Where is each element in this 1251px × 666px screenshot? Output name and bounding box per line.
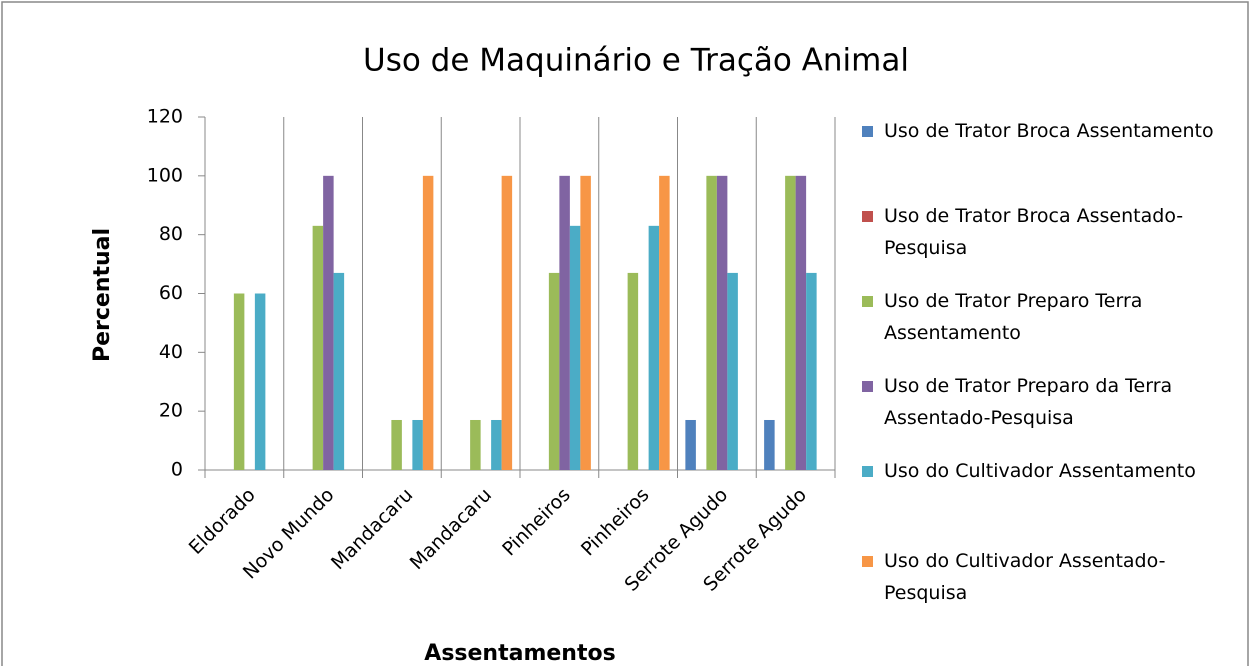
bar [685,419,696,470]
bar [422,175,434,471]
bar [795,175,807,471]
legend-label: Uso de Trator Broca Assentado-Pesquisa [884,205,1184,259]
bar [716,175,728,471]
legend-entry: Uso de Trator Broca Assentado-Pesquisa [862,200,1232,264]
bar [785,175,796,471]
legend-label: Uso de Trator Broca Assentamento [884,120,1214,142]
bar [491,419,502,470]
legend-swatch [862,556,873,567]
legend-swatch [862,466,873,477]
bar [412,419,423,470]
legend-entry: Uso de Trator Preparo Terra Assentamento [862,285,1232,349]
bar [569,225,581,470]
y-tick-label: 80 [159,223,183,245]
bar [391,419,402,470]
legend-label: Uso de Trator Preparo da Terra Assentado… [884,375,1173,429]
y-tick-label: 0 [171,459,183,481]
x-tick-label: Mandacaru [327,484,417,574]
bar [806,272,817,470]
bar [501,175,513,471]
bar [323,175,334,471]
chart-title: Uso de Maquinário e Tração Animal [363,43,909,79]
legend-entry: Uso de Trator Broca Assentamento [862,115,1232,147]
x-tick-label: Mandacaru [406,484,496,574]
legend-entry: Uso do Cultivador Assentamento [862,455,1232,487]
legend-entry: Uso do Cultivador Assentado-Pesquisa [862,545,1232,609]
bar [659,175,670,471]
bar [648,225,660,470]
legend-entry: Uso de Trator Preparo da Terra Assentado… [862,370,1232,434]
y-tick-label: 40 [159,341,183,363]
x-axis-label: Assentamentos [424,641,615,666]
legend-swatch [862,296,873,307]
bar [548,272,560,470]
bar [764,419,775,470]
x-tick-label: Pinheiros [498,484,575,561]
y-tick-label: 100 [147,164,183,186]
bar [706,175,717,471]
x-tick-label: Pinheiros [577,484,654,561]
bar [254,293,266,470]
legend-swatch [862,211,873,222]
legend-swatch [862,381,873,392]
y-axis-label: Percentual [90,228,115,362]
x-tick-label: Eldorado [185,484,260,559]
bar [470,419,481,470]
y-tick-label: 20 [159,400,183,422]
y-tick-label: 60 [159,282,183,304]
legend-label: Uso do Cultivador Assentado-Pesquisa [884,550,1166,604]
bar [627,272,639,470]
legend-swatch [862,126,873,137]
bar [727,272,738,470]
y-tick-label: 120 [147,106,183,128]
bar [559,175,570,471]
bar [312,225,324,470]
bar [333,272,345,470]
legend-label: Uso do Cultivador Assentamento [884,460,1196,482]
legend-label: Uso de Trator Preparo Terra Assentamento [884,290,1143,344]
bar [580,175,591,471]
bar [233,293,245,470]
